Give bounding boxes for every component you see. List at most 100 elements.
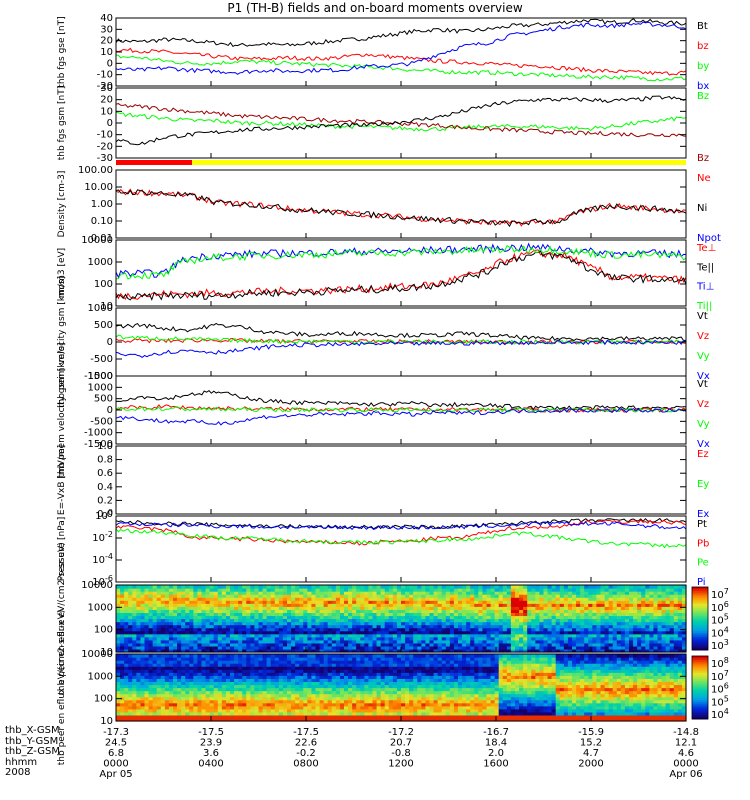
spectrogram-cell xyxy=(401,681,406,686)
spectrogram-cell xyxy=(466,594,471,598)
spectrogram-cell xyxy=(132,618,137,623)
spectrogram-cell xyxy=(291,693,296,698)
spectrogram-cell xyxy=(539,609,545,614)
spectrogram-cell xyxy=(225,600,231,604)
spectrogram-cell xyxy=(295,639,300,644)
spectrogram-cell xyxy=(331,606,337,610)
spectrogram-cell xyxy=(152,612,158,617)
spectrogram-cell xyxy=(173,714,178,719)
spectrogram-cell xyxy=(356,663,361,667)
spectrogram-cell xyxy=(356,681,361,686)
spectrogram-cell xyxy=(339,714,345,719)
spectrogram-cell xyxy=(380,615,386,620)
spectrogram-cell xyxy=(230,672,235,676)
spectrogram-cell xyxy=(173,690,178,695)
spectrogram-cell xyxy=(453,642,459,647)
spectrogram-cell xyxy=(437,606,443,610)
spectrogram-cell xyxy=(266,645,272,650)
spectrogram-cell xyxy=(156,594,162,598)
spectrogram-cell xyxy=(364,681,370,686)
y-axis-label: mom3 [eV] xyxy=(57,248,67,298)
spectrogram-cell xyxy=(604,606,610,610)
spectrogram-cell xyxy=(177,705,182,710)
spectrogram-cell xyxy=(319,681,325,686)
spectrogram-cell xyxy=(494,594,500,598)
spectrogram-cell xyxy=(311,666,317,670)
spectrogram-cell xyxy=(669,615,675,620)
spectrogram-cell xyxy=(238,609,243,614)
y-tick-label: -20 xyxy=(97,141,113,152)
colorbar-segment xyxy=(692,639,708,643)
legend-label: Vx xyxy=(697,439,710,450)
spectrogram-cell xyxy=(120,612,125,617)
spectrogram-cell xyxy=(303,642,308,647)
spectrogram-cell xyxy=(453,633,459,638)
spectrogram-cell xyxy=(193,594,199,598)
spectrogram-cell xyxy=(677,648,683,653)
spectrogram-cell xyxy=(584,639,589,644)
spectrogram-cell xyxy=(633,594,638,598)
spectrogram-cell xyxy=(164,696,170,701)
spectrogram-cell xyxy=(360,597,365,601)
spectrogram-cell xyxy=(490,615,496,620)
spectrogram-cell xyxy=(335,663,341,667)
spectrogram-cell xyxy=(238,675,243,679)
spectrogram-cell xyxy=(413,648,418,653)
spectrogram-cell xyxy=(116,675,121,679)
spectrogram-cell xyxy=(612,645,618,650)
spectrogram-cell xyxy=(364,624,370,629)
spectrogram-cell xyxy=(629,591,634,595)
spectrogram-cell xyxy=(116,687,121,692)
spectrogram-cell xyxy=(612,597,618,601)
spectrogram-cell xyxy=(629,612,634,617)
spectrogram-cell xyxy=(555,627,561,632)
spectrogram-cell xyxy=(409,714,414,719)
spectrogram-cell xyxy=(299,600,304,604)
spectrogram-cell xyxy=(148,642,154,647)
spectrogram-cell xyxy=(604,591,610,595)
spectrogram-cell xyxy=(144,705,150,710)
spectrogram-cell xyxy=(584,585,589,589)
spectrogram-cell xyxy=(242,648,247,653)
spectrogram-cell xyxy=(295,666,300,670)
spectrogram-cell xyxy=(453,591,459,595)
spectrogram-cell xyxy=(462,594,467,598)
spectrogram-cell xyxy=(413,630,418,635)
spectrogram-cell xyxy=(388,714,394,719)
spectrogram-cell xyxy=(148,708,154,713)
spectrogram-cell xyxy=(144,645,150,650)
spectrogram-cell xyxy=(303,690,308,695)
spectrogram-cell xyxy=(458,609,463,614)
spectrogram-cell xyxy=(201,699,207,704)
spectrogram-cell xyxy=(596,633,602,638)
spectrogram-cell xyxy=(576,594,581,598)
spectrogram-cell xyxy=(360,669,365,673)
spectrogram-cell xyxy=(547,627,553,632)
spectrogram-cell xyxy=(555,618,561,623)
spectrogram-cell xyxy=(470,603,475,607)
spectrogram-cell xyxy=(429,636,435,641)
spectrogram-cell xyxy=(242,663,247,667)
spectrogram-cell xyxy=(376,630,382,635)
spectrogram-cell xyxy=(380,609,386,614)
spectrogram-cell xyxy=(327,681,333,686)
spectrogram-cell xyxy=(445,600,451,604)
spectrogram-cell xyxy=(258,648,264,653)
spectrogram-cell xyxy=(221,618,227,623)
spectrogram-cell xyxy=(392,648,398,653)
spectrogram-cell xyxy=(250,696,256,701)
spectrogram-cell xyxy=(352,624,357,629)
spectrogram-cell xyxy=(120,639,125,644)
spectrogram-cell xyxy=(311,600,317,604)
spectrogram-cell xyxy=(633,624,638,629)
spectrogram-cell xyxy=(555,603,561,607)
spectrogram-cell xyxy=(458,591,463,595)
spectrogram-cell xyxy=(201,657,207,661)
spectrogram-cell xyxy=(478,588,484,592)
spectrogram-cell xyxy=(128,597,133,601)
spectrogram-cell xyxy=(356,594,361,598)
series-line-Pi xyxy=(115,521,687,531)
spectrogram-cell xyxy=(372,657,378,661)
spectrogram-cell xyxy=(502,645,508,650)
spectrogram-cell xyxy=(600,609,606,614)
